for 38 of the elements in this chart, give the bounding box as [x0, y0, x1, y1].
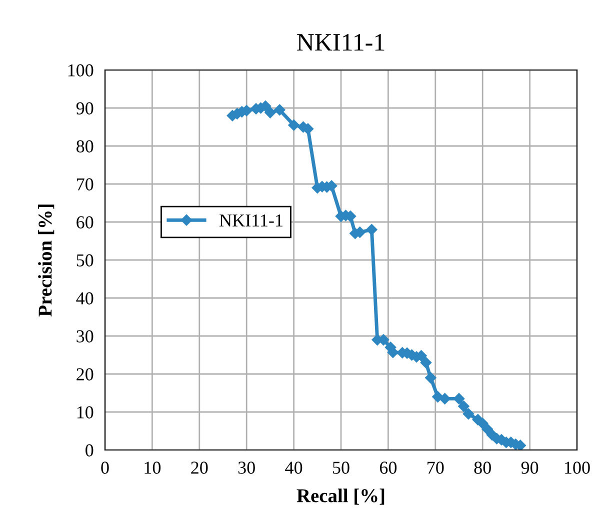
x-axis-title: Recall [%]: [296, 488, 384, 505]
point: [462, 408, 474, 420]
x-tick-label: 90: [521, 462, 538, 474]
point: [482, 423, 493, 435]
y-tick-label: 20: [76, 368, 94, 380]
y-tick-label: 40: [76, 292, 94, 304]
point: [425, 372, 436, 384]
x-tick-label: 0: [101, 462, 109, 474]
x-tick-label: 60: [380, 462, 397, 474]
y-tick-label: 0: [86, 444, 94, 456]
x-tick-label: 50: [333, 462, 350, 474]
point: [458, 400, 470, 412]
y-tick-label: 60: [76, 216, 94, 228]
x-tick-label: 10: [144, 462, 161, 474]
point: [420, 356, 432, 368]
point: [476, 418, 488, 430]
point: [453, 393, 465, 404]
point: [264, 106, 276, 118]
y-tick-label: 90: [76, 102, 94, 114]
legend-label: NKI11-1: [220, 214, 282, 226]
y-tick-label: 30: [76, 330, 94, 342]
x-tick-label: 80: [474, 462, 491, 474]
y-tick-label: 10: [77, 406, 94, 418]
x-tick-label: 20: [191, 462, 208, 474]
x-tick-label: 70: [428, 462, 444, 474]
point: [288, 119, 300, 131]
chart-title: NKI11-1: [297, 34, 384, 51]
x-tick-label: 30: [238, 462, 255, 474]
point: [439, 393, 450, 404]
y-tick-label: 100: [68, 64, 94, 76]
y-tick-label: 50: [76, 254, 94, 266]
y-tick-label: 70: [77, 178, 94, 190]
y-tick-label: 80: [76, 140, 94, 152]
y-axis-title: Precision [%]: [38, 204, 54, 316]
x-tick-label: 40: [285, 462, 302, 474]
point: [274, 104, 286, 116]
x-tick-label: 100: [565, 462, 590, 474]
point: [366, 224, 378, 236]
